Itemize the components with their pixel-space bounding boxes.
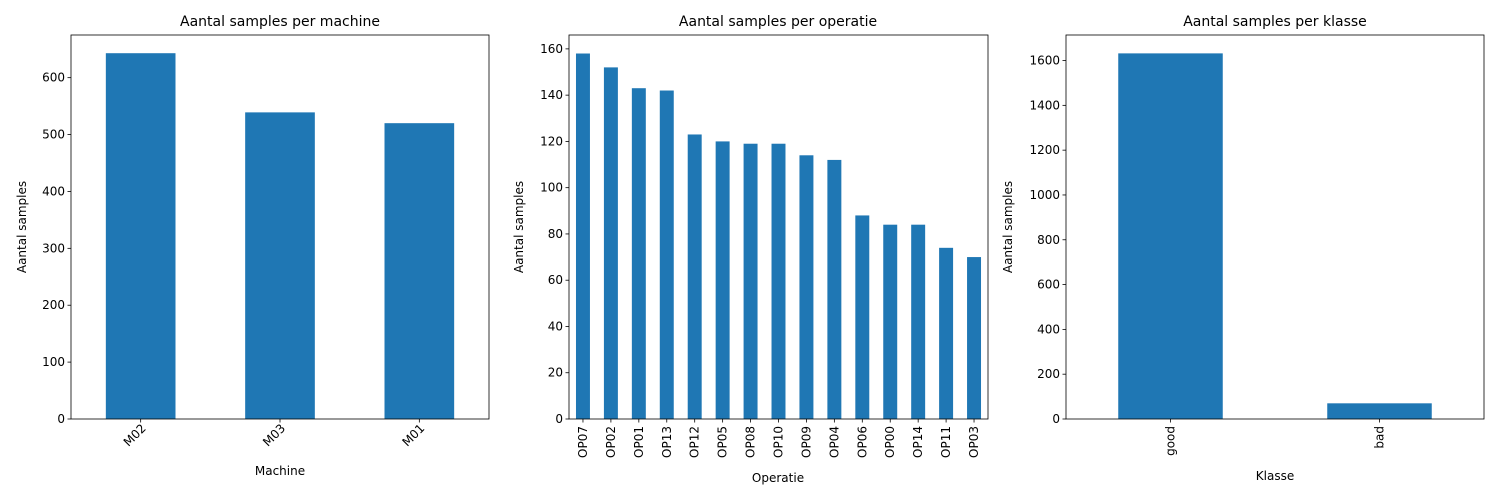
bar-OP05: [715, 141, 730, 419]
x-tick-label: OP05: [716, 426, 730, 458]
y-axis-label: Aantal samples: [1001, 181, 1015, 273]
x-axis-label: Machine: [255, 464, 305, 478]
y-tick-label: 400: [1037, 322, 1060, 336]
bar-OP11: [939, 247, 954, 419]
bar-OP03: [967, 257, 982, 419]
y-tick-label: 500: [42, 128, 65, 142]
y-tick-label: 60: [548, 273, 563, 287]
chart-operatie: Aantal samples per operatie Operatie Aan…: [512, 14, 989, 485]
x-tick-label: M03: [260, 421, 288, 449]
y-tick-label: 0: [57, 412, 65, 426]
x-tick-label: OP06: [855, 426, 869, 458]
axes-frame: [1065, 34, 1485, 420]
y-tick-label: 160: [540, 42, 563, 56]
y-tick-label: 200: [42, 298, 65, 312]
x-tick-label: OP11: [939, 426, 953, 458]
bar-OP06: [855, 215, 870, 419]
chart-title: Aantal samples per machine: [180, 14, 380, 30]
bar-OP12: [687, 134, 702, 419]
y-axis-label: Aantal samples: [15, 181, 29, 273]
y-tick-label: 600: [42, 71, 65, 85]
bar-OP04: [827, 159, 842, 420]
x-tick-label: OP10: [772, 426, 786, 458]
y-tick-label: 800: [1037, 233, 1060, 247]
y-tick-label: 120: [540, 134, 563, 148]
x-tick-label: OP01: [632, 426, 646, 458]
x-tick-label: OP14: [911, 426, 925, 458]
x-axis-label: Klasse: [1256, 469, 1294, 483]
bar-OP01: [631, 88, 646, 419]
y-tick-label: 100: [540, 181, 563, 195]
y-tick-label: 300: [42, 241, 65, 255]
y-tick-label: 400: [42, 184, 65, 198]
bar-OP10: [771, 143, 786, 419]
bar-M02: [105, 53, 176, 420]
x-tick-label: bad: [1373, 426, 1387, 449]
y-tick-label: 80: [548, 227, 563, 241]
bar-OP08: [743, 143, 758, 419]
bar-OP07: [575, 53, 590, 420]
y-tick-label: 20: [548, 366, 563, 380]
x-tick-label: OP02: [604, 426, 618, 458]
chart-klasse: Aantal samples per klasse Klasse Aantal …: [1001, 14, 1485, 483]
bar-OP13: [659, 90, 674, 420]
y-tick-label: 200: [1037, 367, 1060, 381]
bar-M03: [245, 112, 315, 419]
chart-machine: Aantal samples per machine Machine Aanta…: [15, 14, 490, 478]
bar-OP09: [799, 155, 814, 419]
x-tick-label: OP00: [883, 426, 897, 458]
y-tick-label: 0: [555, 412, 563, 426]
chart-title: Aantal samples per operatie: [679, 14, 877, 30]
x-tick-label: OP13: [660, 426, 674, 458]
x-tick-label: M02: [121, 421, 149, 449]
y-tick-label: 600: [1037, 278, 1060, 292]
bar-OP14: [911, 224, 926, 419]
x-tick-label: good: [1164, 426, 1178, 456]
y-tick-label: 1000: [1029, 188, 1060, 202]
x-tick-label: OP12: [688, 426, 702, 458]
chart-title: Aantal samples per klasse: [1183, 14, 1367, 30]
x-tick-label: OP07: [576, 426, 590, 458]
x-tick-label: OP09: [799, 426, 813, 458]
y-tick-label: 100: [42, 355, 65, 369]
x-tick-label: OP04: [827, 426, 841, 458]
bar-OP00: [883, 224, 898, 419]
x-tick-label: OP03: [967, 426, 981, 458]
y-tick-label: 0: [1052, 412, 1060, 426]
y-tick-label: 1600: [1029, 54, 1060, 68]
y-tick-label: 1200: [1029, 143, 1060, 157]
y-tick-label: 40: [548, 319, 563, 333]
x-tick-label: M01: [399, 421, 427, 449]
bar-good: [1118, 53, 1223, 419]
x-axis-label: Operatie: [752, 471, 804, 485]
y-tick-label: 140: [540, 88, 563, 102]
y-axis-label: Aantal samples: [512, 181, 526, 273]
bar-M01: [384, 123, 455, 419]
x-tick-label: OP08: [744, 426, 758, 458]
bar-bad: [1327, 403, 1432, 419]
y-tick-label: 1400: [1029, 98, 1060, 112]
bar-OP02: [603, 67, 618, 419]
